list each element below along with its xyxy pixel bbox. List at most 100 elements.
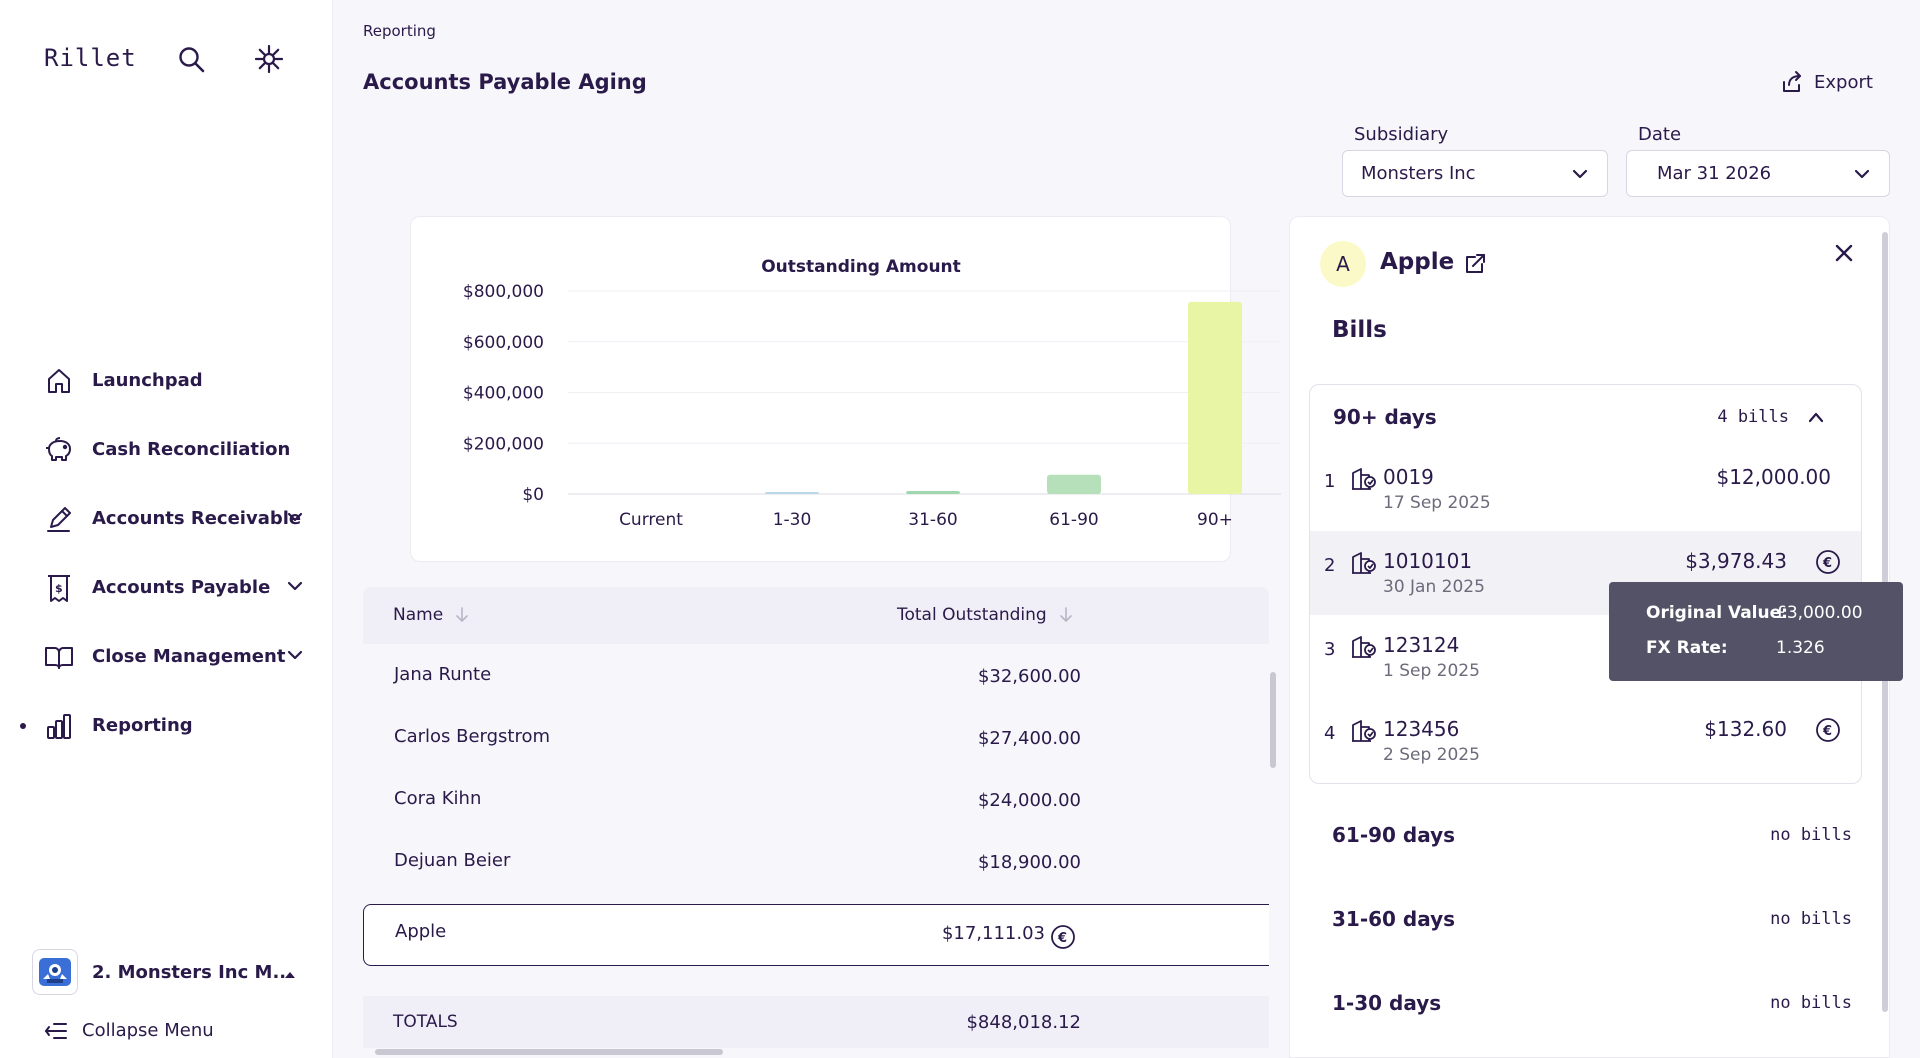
fx-tooltip: Original Value: £3,000.00 FX Rate: 1.326 bbox=[1609, 582, 1903, 681]
x-tick-label: 31-60 bbox=[908, 510, 957, 530]
vendor-name: Jana Runte bbox=[394, 664, 492, 685]
bill-row[interactable]: 4 123456 2 Sep 2025 $132.60 € bbox=[1310, 699, 1861, 783]
table-horizontal-scrollbar[interactable] bbox=[375, 1049, 723, 1055]
sort-arrow-icon bbox=[456, 607, 468, 622]
bill-count: 4 bills bbox=[1717, 407, 1789, 427]
vendor-aging-table: Name Total Outstanding Jana Runte $32,60… bbox=[363, 587, 1269, 1048]
chevron-down-icon bbox=[1853, 165, 1871, 188]
subsidiary-label: Subsidiary bbox=[1354, 124, 1449, 145]
totals-label: TOTALS bbox=[393, 1012, 458, 1032]
x-tick-label: 90+ bbox=[1197, 510, 1233, 530]
svg-text:€: € bbox=[1057, 931, 1067, 946]
vendor-name: Dejuan Beier bbox=[394, 850, 511, 871]
x-tick-label: 61-90 bbox=[1049, 510, 1098, 530]
chevron-up-icon[interactable] bbox=[1807, 409, 1825, 429]
bills-section-title: Bills bbox=[1332, 317, 1387, 343]
svg-text:€: € bbox=[1822, 556, 1832, 571]
tooltip-fx-value: 1.326 bbox=[1776, 638, 1825, 658]
sort-arrow-icon bbox=[1059, 607, 1072, 622]
tooltip-original-label: Original Value: bbox=[1646, 603, 1788, 623]
y-tick-label: $800,000 bbox=[463, 282, 544, 302]
column-header-name[interactable]: Name bbox=[393, 605, 469, 625]
subsidiary-select[interactable]: Monsters Inc bbox=[1342, 150, 1608, 197]
sidebar-item-label: Accounts Payable bbox=[92, 577, 271, 598]
close-icon[interactable] bbox=[1834, 243, 1854, 267]
bill-amount: $132.60 bbox=[1704, 717, 1787, 741]
column-header-total-outstanding[interactable]: Total Outstanding bbox=[897, 605, 1073, 625]
sidebar-item-reporting[interactable]: Reporting bbox=[0, 691, 333, 760]
table-row[interactable]: Carlos Bergstrom $27,400.00 bbox=[363, 708, 1269, 770]
sidebar-item-label: Accounts Receivable bbox=[92, 508, 302, 529]
breadcrumb[interactable]: Reporting bbox=[363, 22, 436, 40]
x-tick-label: Current bbox=[619, 510, 683, 530]
vendor-name: Apple bbox=[395, 921, 447, 942]
sidebar-item-accounts-payable[interactable]: $ Accounts Payable bbox=[0, 553, 333, 622]
sidebar-item-close-management[interactable]: Close Management bbox=[0, 622, 333, 691]
sidebar-item-label: Launchpad bbox=[92, 370, 203, 391]
vendor-name-title: Apple bbox=[1380, 249, 1455, 275]
sidebar: Rillet Launchpad Cash Reconciliation Acc… bbox=[0, 0, 333, 1058]
app-logo[interactable]: Rillet bbox=[44, 44, 137, 72]
snowflake-icon[interactable] bbox=[254, 44, 284, 74]
vendor-amount: $32,600.00 bbox=[977, 666, 1081, 687]
collapse-icon bbox=[44, 1022, 67, 1039]
bill-number: 0019 bbox=[1383, 465, 1434, 489]
sidebar-item-cash-reconciliation[interactable]: Cash Reconciliation bbox=[0, 415, 333, 484]
bill-index: 2 bbox=[1324, 555, 1336, 576]
building-icon bbox=[1351, 467, 1377, 495]
export-icon bbox=[1783, 71, 1801, 92]
book-icon bbox=[44, 642, 74, 672]
caret-up-icon[interactable] bbox=[284, 965, 296, 984]
sidebar-item-launchpad[interactable]: Launchpad bbox=[0, 346, 333, 415]
sidebar-item-label: Cash Reconciliation bbox=[92, 439, 291, 460]
export-label: Export bbox=[1814, 71, 1873, 93]
y-tick-label: $600,000 bbox=[463, 333, 544, 353]
org-name: 2. Monsters Inc M... bbox=[92, 961, 293, 983]
bar-90+ bbox=[1188, 301, 1242, 494]
sidebar-item-accounts-receivable[interactable]: Accounts Receivable bbox=[0, 484, 333, 553]
svg-text:€: € bbox=[1822, 724, 1832, 739]
vendor-amount: $18,900.00 bbox=[977, 852, 1081, 873]
piggy-bank-icon bbox=[44, 435, 74, 465]
table-row[interactable]: Cora Kihn $24,000.00 bbox=[363, 770, 1269, 832]
building-icon bbox=[1351, 551, 1377, 579]
bill-index: 3 bbox=[1324, 639, 1336, 660]
organization-switcher[interactable]: 2. Monsters Inc M... bbox=[32, 948, 302, 996]
vendor-name: Cora Kihn bbox=[394, 788, 482, 809]
tooltip-original-value: £3,000.00 bbox=[1776, 603, 1863, 623]
table-row-selected[interactable]: Apple $17,111.03 € bbox=[363, 904, 1269, 966]
sidebar-item-label: Close Management bbox=[92, 646, 286, 667]
chevron-down-icon[interactable] bbox=[286, 577, 304, 599]
table-header: Name Total Outstanding bbox=[363, 587, 1269, 644]
page-title: Accounts Payable Aging bbox=[363, 70, 647, 94]
bill-row[interactable]: 1 0019 17 Sep 2025 $12,000.00 bbox=[1310, 447, 1861, 531]
export-button[interactable]: Export bbox=[1780, 70, 1873, 94]
chevron-down-icon[interactable] bbox=[286, 646, 304, 668]
table-vertical-scrollbar[interactable] bbox=[1270, 672, 1276, 768]
vendor-name: Carlos Bergstrom bbox=[394, 726, 551, 747]
totals-amount: $848,018.12 bbox=[966, 1012, 1081, 1033]
currency-exchange-icon[interactable]: € bbox=[1815, 717, 1841, 747]
search-icon[interactable] bbox=[176, 44, 206, 74]
bar-chart-icon bbox=[44, 711, 74, 741]
table-row[interactable]: Jana Runte $32,600.00 bbox=[363, 646, 1269, 708]
chevron-down-icon[interactable] bbox=[286, 508, 304, 530]
bill-date: 17 Sep 2025 bbox=[1383, 493, 1491, 513]
external-link-icon[interactable] bbox=[1464, 253, 1486, 279]
y-tick-label: $400,000 bbox=[463, 384, 544, 404]
y-tick-label: $200,000 bbox=[463, 434, 544, 454]
collapse-menu-button[interactable]: Collapse Menu bbox=[44, 1020, 214, 1041]
currency-exchange-icon[interactable]: € bbox=[1815, 549, 1841, 579]
bill-count: no bills bbox=[1770, 825, 1852, 845]
aging-group-label: 31-60 days bbox=[1332, 907, 1456, 931]
bill-date: 1 Sep 2025 bbox=[1383, 661, 1480, 681]
svg-text:$: $ bbox=[55, 582, 63, 595]
date-value: Mar 31 2026 bbox=[1657, 163, 1772, 184]
aging-group-label[interactable]: 90+ days bbox=[1333, 405, 1437, 429]
sidebar-item-label: Reporting bbox=[92, 715, 193, 736]
currency-exchange-icon[interactable]: € bbox=[1050, 924, 1076, 954]
bill-row[interactable]: 3 123124 1 Sep 2025 bbox=[1310, 615, 1861, 699]
date-select[interactable]: Mar 31 2026 bbox=[1626, 150, 1890, 197]
bill-number: 123456 bbox=[1383, 717, 1460, 741]
table-row[interactable]: Dejuan Beier $18,900.00 bbox=[363, 832, 1269, 894]
